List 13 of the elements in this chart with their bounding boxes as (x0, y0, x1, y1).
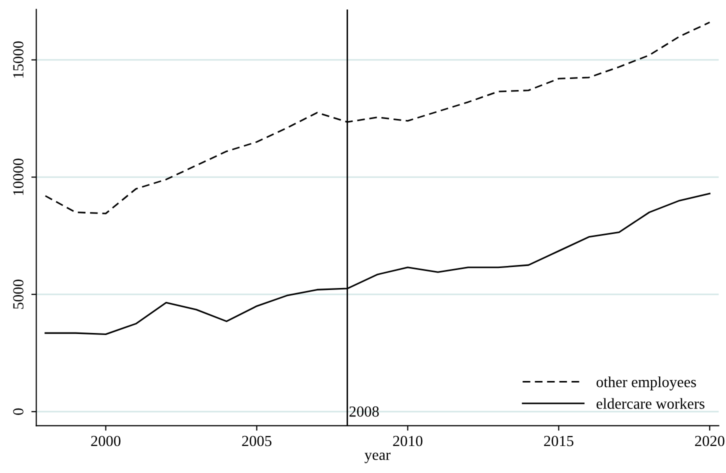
x-tick-label: 2020 (695, 436, 724, 446)
x-axis-title: year (364, 452, 391, 464)
ref-line-label: 2008 (350, 406, 379, 417)
legend-label: eldercare workers (596, 398, 704, 409)
x-tick-label: 2005 (242, 436, 272, 446)
y-tick-label: 5000 (13, 280, 24, 309)
x-tick-label: 2000 (91, 436, 120, 446)
legend-label: other employees (596, 376, 696, 390)
y-tick-label: 0 (13, 408, 24, 415)
x-tick-label: 2010 (393, 436, 422, 446)
y-tick-label: 10000 (13, 158, 24, 195)
y-tick-label: 15000 (13, 41, 24, 78)
x-tick-label: 2015 (544, 436, 574, 446)
